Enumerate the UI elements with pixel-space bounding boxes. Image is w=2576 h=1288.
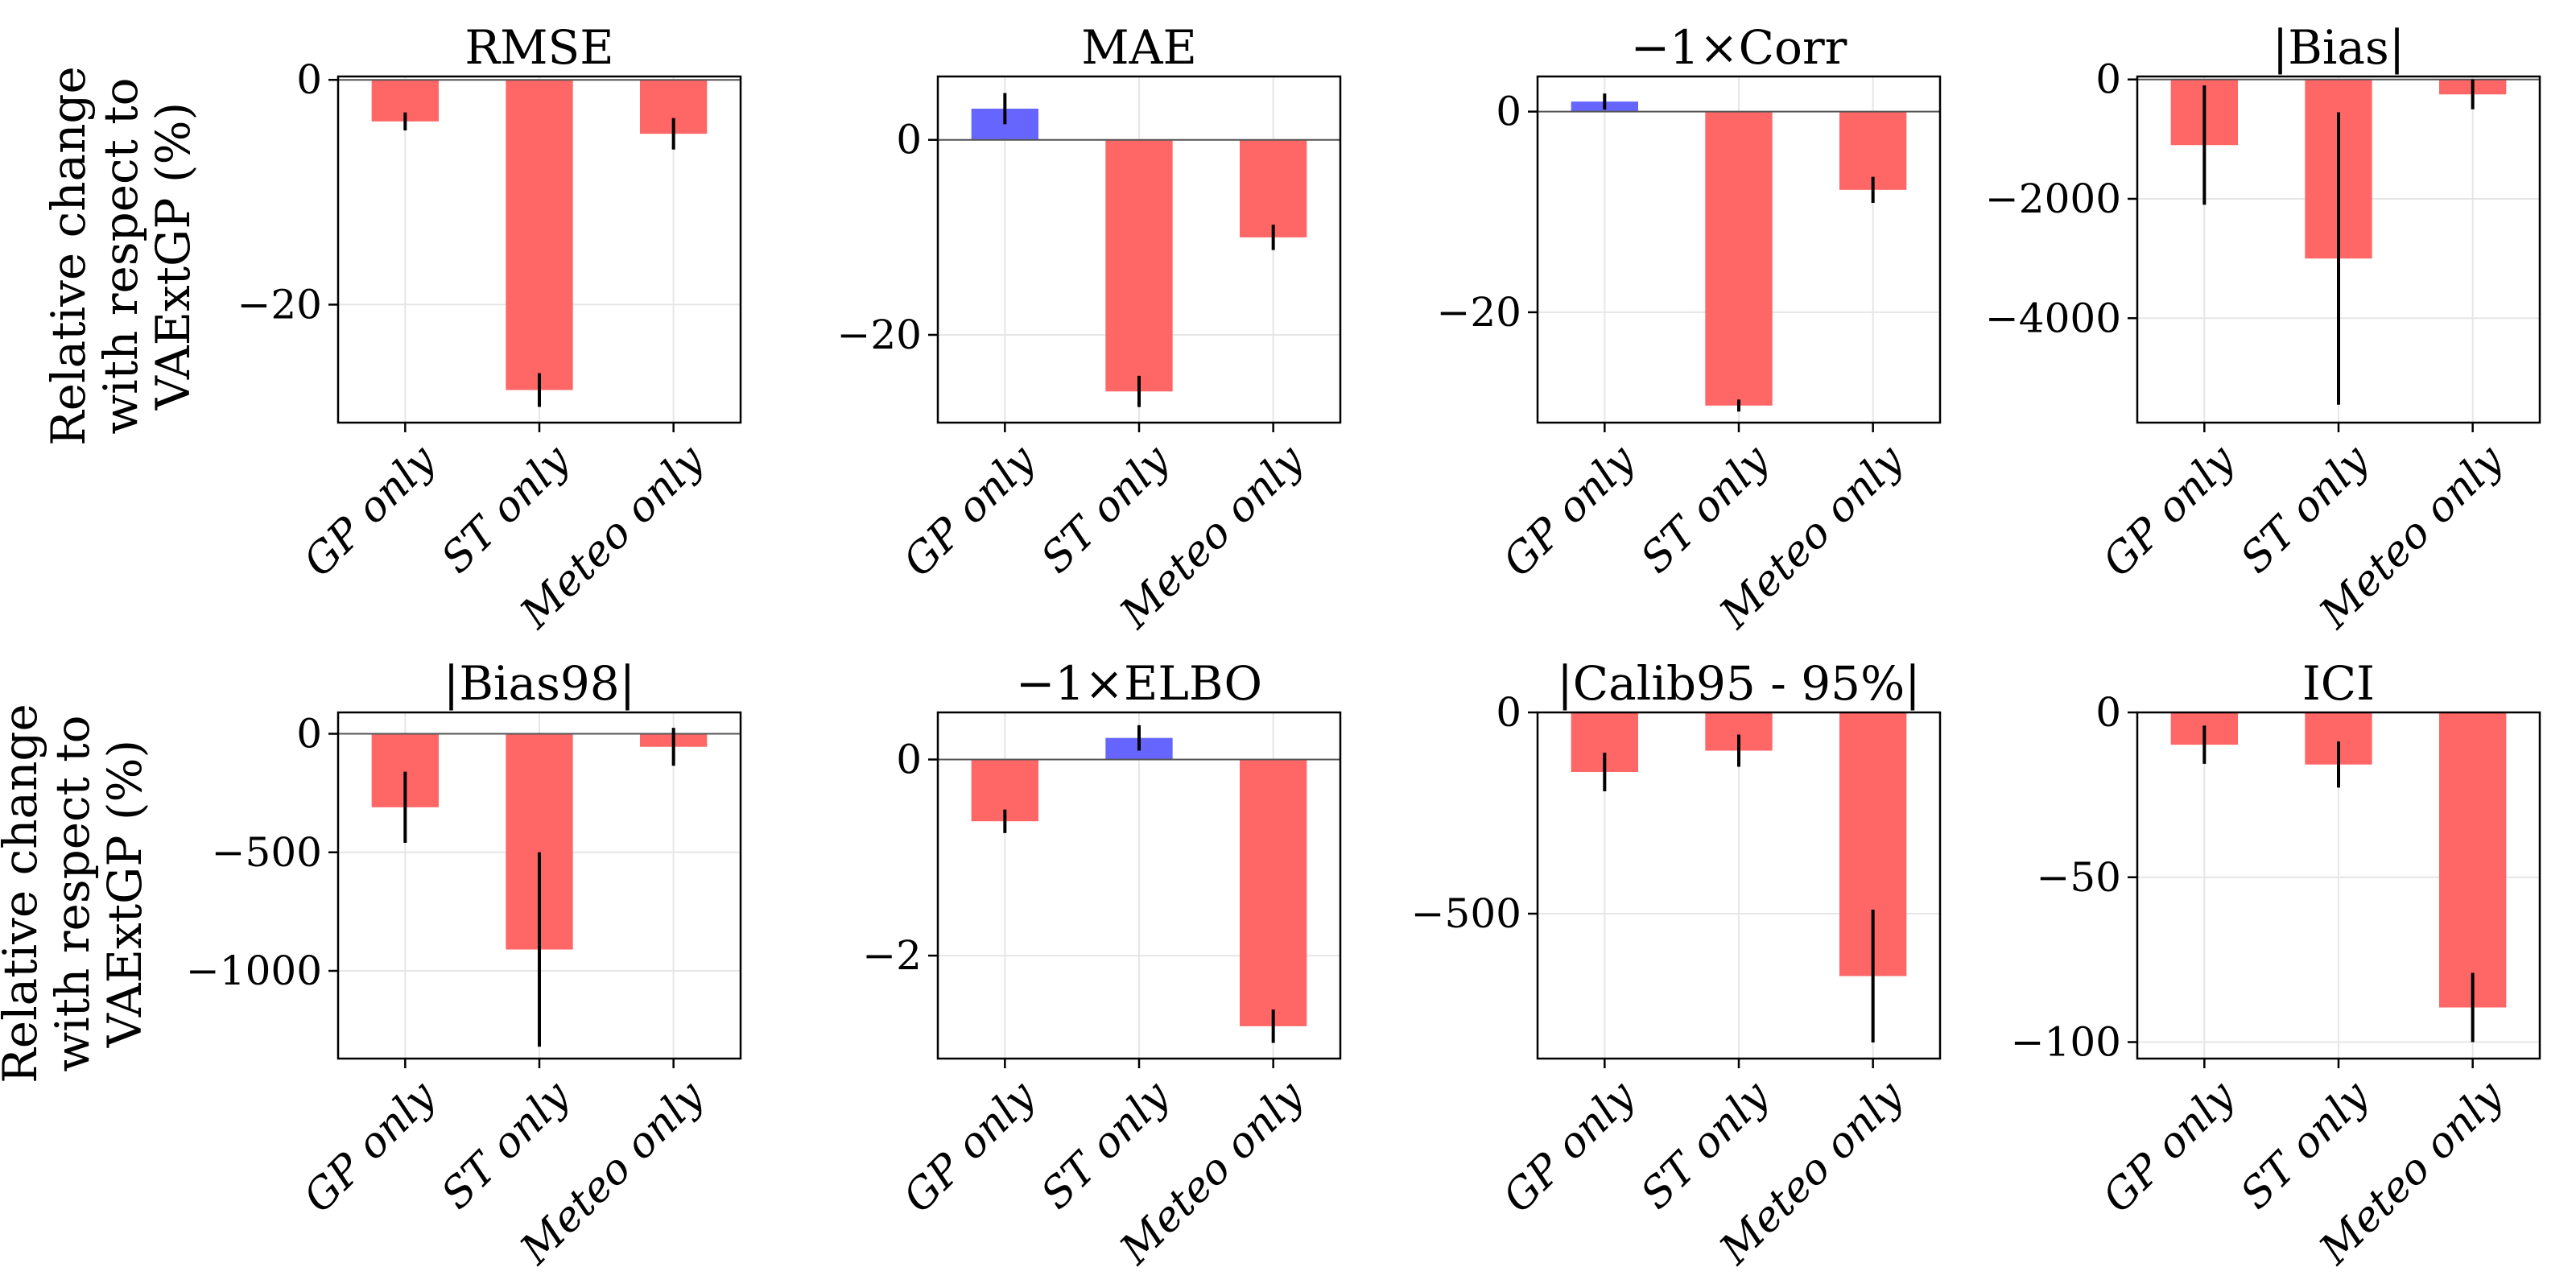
- chart-title: RMSE: [464, 20, 613, 75]
- ylabel-row-2-line-1: Relative change: [0, 704, 47, 1084]
- x-tick-label: GP only: [1494, 436, 1645, 586]
- bar-meteo-only: [2439, 712, 2507, 1008]
- y-tick-label: −20: [237, 281, 322, 328]
- chart-title: |Calib95 - 95%|: [1557, 656, 1920, 711]
- y-tick-label: −2: [862, 932, 922, 979]
- y-tick-label: 0: [2095, 689, 2121, 736]
- y-tick-label: 0: [896, 117, 922, 163]
- y-tick-label: −50: [2036, 854, 2121, 901]
- chart-title: −1×Corr: [1631, 20, 1847, 75]
- y-tick-label: −4000: [1985, 295, 2121, 341]
- x-tick-label: GP only: [894, 1071, 1045, 1222]
- y-tick-label: −20: [836, 312, 922, 358]
- y-tick-label: 0: [2095, 56, 2121, 103]
- chart-title: ICI: [2302, 656, 2375, 711]
- ylabel-row-1-line-1: Relative change: [41, 66, 96, 446]
- bar-st-only: [1105, 139, 1173, 392]
- x-tick-label: GP only: [2094, 436, 2244, 586]
- x-tick-label: GP only: [1494, 1071, 1645, 1222]
- bar-st-only: [506, 80, 573, 390]
- bar-meteo-only: [1240, 759, 1307, 1026]
- y-tick-label: 0: [296, 711, 322, 758]
- ylabel-row-1: Relative change with respect to VAExtGP …: [41, 66, 200, 446]
- chart-title: |Bias|: [2273, 20, 2405, 75]
- ylabel-row-2-line-2: with respect to: [45, 715, 100, 1071]
- y-tick-label: 0: [1496, 89, 1521, 135]
- y-tick-label: −100: [2011, 1019, 2121, 1066]
- x-tick-label: GP only: [2094, 1071, 2244, 1222]
- y-tick-label: −20: [1436, 289, 1521, 336]
- ylabel-row-2-line-3: VAExtGP (%): [97, 740, 152, 1048]
- y-tick-label: −2000: [1985, 175, 2121, 222]
- bar-st-only: [1705, 111, 1773, 406]
- x-tick-label: GP only: [295, 1071, 445, 1222]
- y-tick-label: 0: [296, 56, 322, 103]
- y-tick-label: −500: [212, 829, 322, 876]
- x-tick-label: GP only: [295, 436, 445, 586]
- y-tick-label: 0: [896, 736, 922, 782]
- ylabel-row-1-line-3: VAExtGP (%): [146, 102, 200, 411]
- chart-title: MAE: [1081, 20, 1197, 75]
- y-tick-label: −1000: [186, 947, 322, 994]
- x-tick-label: GP only: [894, 436, 1045, 586]
- ylabel-row-1-line-2: with respect to: [93, 77, 148, 434]
- y-tick-label: −500: [1411, 890, 1521, 937]
- y-tick-label: 0: [1496, 689, 1521, 736]
- chart-title: |Bias98|: [444, 656, 635, 711]
- ylabel-row-2: Relative change with respect to VAExtGP …: [0, 704, 152, 1084]
- chart-title: −1×ELBO: [1016, 656, 1262, 711]
- bar-meteo-only: [1240, 139, 1307, 237]
